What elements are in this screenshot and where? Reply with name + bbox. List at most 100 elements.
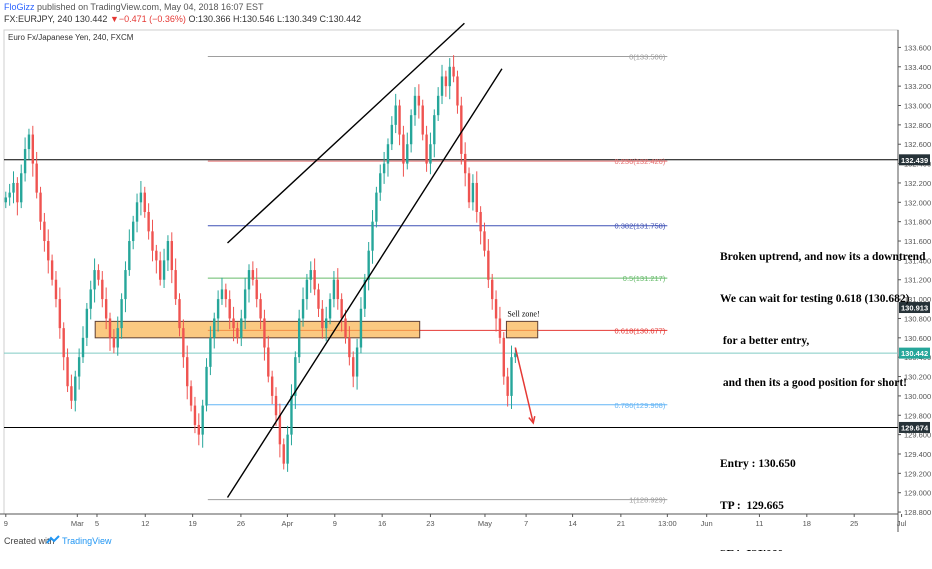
candle-body (433, 115, 436, 145)
candle-body (20, 173, 23, 203)
x-tick-label: Jul (897, 519, 907, 528)
candle-body (31, 134, 35, 164)
y-tick-label: 129.000 (904, 489, 931, 498)
candle-body (352, 357, 355, 377)
y-tick-label: 129.800 (904, 411, 931, 420)
change-arrow: ▼ (109, 14, 119, 24)
y-tick-label: 132.800 (904, 121, 931, 130)
candle-body (43, 221, 46, 242)
candle-body (494, 299, 498, 319)
trendline (227, 22, 465, 244)
y-tick-label: 131.200 (904, 276, 931, 285)
price-tag (899, 302, 930, 314)
note-tp: TP : 129.665 (720, 500, 784, 512)
publisher-name[interactable]: FloGizz (4, 2, 35, 12)
candle-body (498, 318, 502, 338)
candle-body (39, 192, 42, 222)
candle-body (116, 328, 119, 348)
last-price: 130.442 (74, 14, 108, 24)
change-value: −0.471 (−0.36%) (118, 14, 186, 24)
x-tick-label: Mar (71, 519, 84, 528)
fib-level-label: 1(128.929) (629, 496, 666, 505)
candle-body (355, 347, 359, 377)
candle-body (81, 337, 85, 358)
candle-body (70, 386, 73, 401)
candle-body (74, 376, 77, 401)
candle-body (286, 434, 289, 464)
candle-body (409, 115, 413, 145)
price-tag-label: 130.913 (901, 304, 928, 313)
candle-body (425, 134, 428, 164)
fib-level-label: 0.5(131.217) (623, 274, 666, 283)
candle-body (309, 270, 312, 280)
candle-body (224, 289, 228, 300)
candle-body (313, 270, 316, 290)
candle-body (47, 241, 50, 261)
candle-body (444, 76, 448, 87)
candle-body (4, 197, 7, 203)
note-entry: Entry : 130.650 (720, 458, 796, 470)
plot-area (3, 29, 899, 515)
x-tick-label: 26 (237, 519, 245, 528)
candle-body (255, 279, 258, 300)
candle-body (89, 289, 92, 309)
candle-body (263, 318, 266, 348)
candle-body (251, 270, 255, 280)
x-tick-label: 11 (756, 519, 764, 528)
candle-body (398, 105, 401, 135)
y-tick-label: 133.600 (904, 43, 931, 52)
candle-body (189, 386, 193, 406)
candle-body (502, 337, 505, 377)
x-tick-label: 9 (333, 519, 337, 528)
candle-body (178, 299, 181, 329)
x-tick-label: May (478, 519, 492, 528)
candle-body (58, 299, 62, 329)
candle-body (131, 221, 135, 242)
candle-body (429, 144, 432, 164)
candle-body (27, 134, 31, 150)
candle-body (406, 144, 409, 164)
quote-line: FX:EURJPY, 240 130.442 ▼−0.471 (−0.36%) … (4, 14, 361, 24)
candle-body (259, 299, 262, 319)
candle-body (510, 357, 513, 396)
y-tick-label: 130.600 (904, 334, 931, 343)
candle-body (294, 357, 297, 396)
candle-body (440, 76, 444, 96)
forecast-arrow-head (528, 416, 536, 425)
fib-level-label: 0.786(129.908) (614, 401, 665, 410)
candle-body (305, 279, 309, 300)
candle-body (456, 76, 459, 106)
candle-body (85, 308, 89, 338)
candle-body (201, 405, 204, 435)
analysis-note: Broken uptrend, and now its a downtrend … (720, 222, 925, 569)
candle-body (151, 231, 154, 251)
candle-body (97, 270, 100, 280)
candle-body (336, 279, 339, 300)
candle-body (506, 376, 509, 396)
candle-body (483, 231, 486, 251)
tradingview-brand[interactable]: TradingView (62, 536, 112, 546)
candle-body (371, 221, 374, 251)
y-tick-label: 129.600 (904, 431, 931, 440)
note-line-4: and then its a good position for short! (720, 377, 908, 389)
candle-body (205, 366, 208, 406)
candle-body (514, 353, 517, 358)
footer: Created with TradingView (0, 532, 932, 550)
x-tick-label: 23 (426, 519, 434, 528)
x-tick-label: 25 (850, 519, 858, 528)
symbol: FX:EURJPY, 240 (4, 14, 73, 24)
note-line-3: for a better entry, (720, 335, 810, 347)
note-line-2: We can wait for testing 0.618 (130.682) (720, 293, 910, 305)
fib-level-label: 0.618(130.677) (614, 326, 665, 335)
candle-body (402, 134, 405, 164)
publish-info: published on TradingView.com, May 04, 20… (37, 2, 264, 12)
forecast-arrow (514, 347, 534, 424)
candle-body (101, 279, 104, 300)
candle-body (367, 250, 370, 280)
candle-body (186, 357, 189, 387)
candle-body (328, 299, 332, 319)
candle-body (290, 395, 293, 435)
candle-body (108, 318, 112, 338)
candle-body (471, 182, 475, 203)
price-chart[interactable]: 133.600 133.400 133.200 133.000 132.800 132.6… (0, 0, 932, 550)
